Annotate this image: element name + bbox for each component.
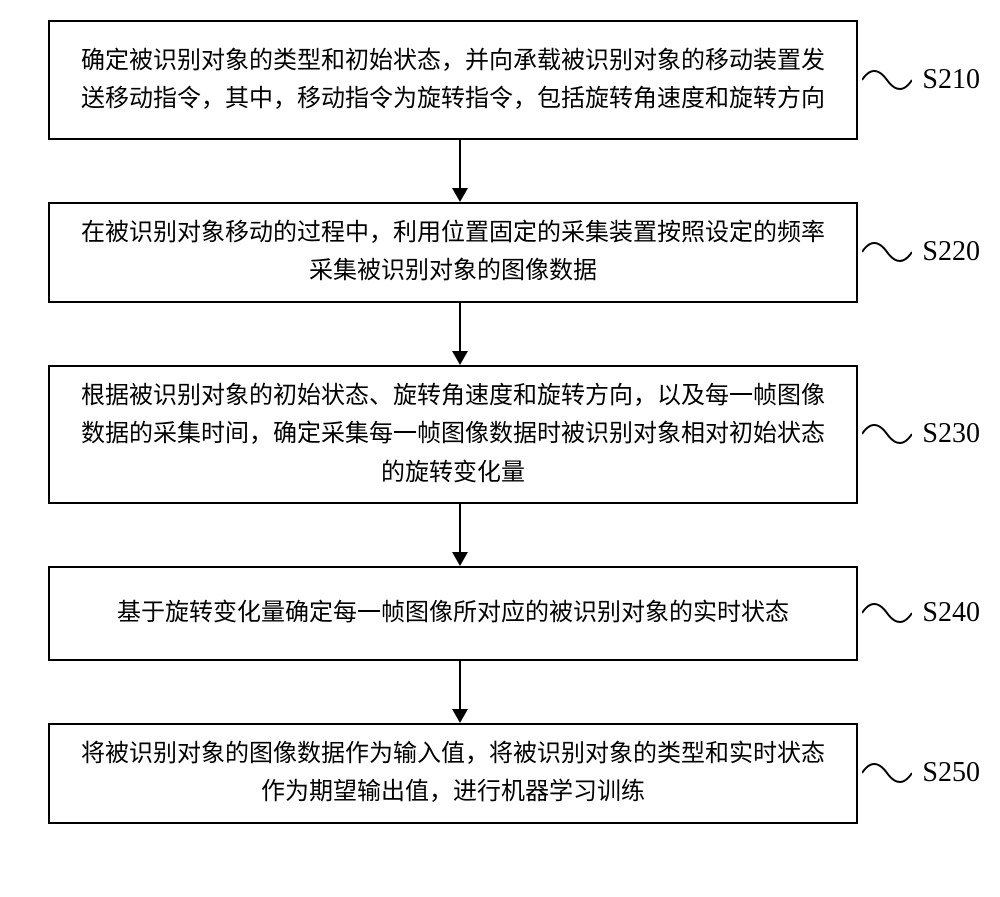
step-text-s220: 在被识别对象移动的过程中，利用位置固定的采集装置按照设定的频率采集被识别对象的图…	[70, 214, 836, 291]
connector-s240	[862, 593, 912, 633]
connector-s220	[862, 232, 912, 272]
connector-s210	[862, 60, 912, 100]
connector-s250	[862, 753, 912, 793]
flowchart-container: 确定被识别对象的类型和初始状态，并向承载被识别对象的移动装置发送移动指令，其中，…	[0, 20, 1000, 824]
step-row-s210: 确定被识别对象的类型和初始状态，并向承载被识别对象的移动装置发送移动指令，其中，…	[0, 20, 1000, 140]
step-box-s220: 在被识别对象移动的过程中，利用位置固定的采集装置按照设定的频率采集被识别对象的图…	[48, 202, 858, 303]
step-text-s230: 根据被识别对象的初始状态、旋转角速度和旋转方向，以及每一帧图像数据的采集时间，确…	[70, 377, 836, 492]
step-text-s240: 基于旋转变化量确定每一帧图像所对应的被识别对象的实时状态	[117, 594, 789, 632]
step-box-s250: 将被识别对象的图像数据作为输入值，将被识别对象的类型和实时状态作为期望输出值，进…	[48, 723, 858, 824]
step-row-s240: 基于旋转变化量确定每一帧图像所对应的被识别对象的实时状态 S240	[0, 566, 1000, 661]
step-label-s240: S240	[922, 597, 980, 629]
step-label-s220: S220	[922, 236, 980, 268]
step-label-s250: S250	[922, 757, 980, 789]
step-box-s230: 根据被识别对象的初始状态、旋转角速度和旋转方向，以及每一帧图像数据的采集时间，确…	[48, 365, 858, 504]
arrow-s210-s220	[0, 140, 1000, 202]
step-label-s230: S230	[922, 418, 980, 450]
step-label-s210: S210	[922, 64, 980, 96]
step-text-s250: 将被识别对象的图像数据作为输入值，将被识别对象的类型和实时状态作为期望输出值，进…	[70, 735, 836, 812]
step-row-s220: 在被识别对象移动的过程中，利用位置固定的采集装置按照设定的频率采集被识别对象的图…	[0, 202, 1000, 303]
step-text-s210: 确定被识别对象的类型和初始状态，并向承载被识别对象的移动装置发送移动指令，其中，…	[70, 42, 836, 119]
step-box-s240: 基于旋转变化量确定每一帧图像所对应的被识别对象的实时状态	[48, 566, 858, 661]
step-row-s250: 将被识别对象的图像数据作为输入值，将被识别对象的类型和实时状态作为期望输出值，进…	[0, 723, 1000, 824]
arrow-s220-s230	[0, 303, 1000, 365]
arrow-s240-s250	[0, 661, 1000, 723]
connector-s230	[862, 414, 912, 454]
step-box-s210: 确定被识别对象的类型和初始状态，并向承载被识别对象的移动装置发送移动指令，其中，…	[48, 20, 858, 140]
arrow-s230-s240	[0, 504, 1000, 566]
step-row-s230: 根据被识别对象的初始状态、旋转角速度和旋转方向，以及每一帧图像数据的采集时间，确…	[0, 365, 1000, 504]
